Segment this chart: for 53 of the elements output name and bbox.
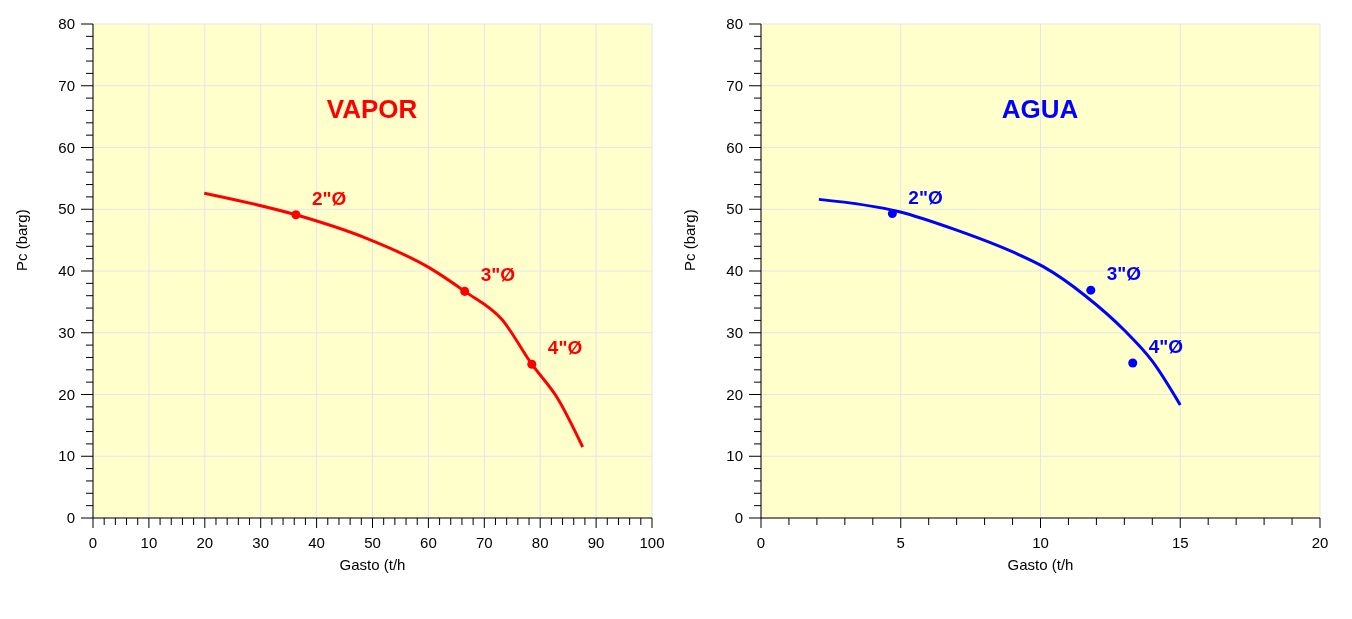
annotation: 3"Ø <box>480 264 516 286</box>
x-tick-label: 5 <box>896 534 905 551</box>
annotation: 4"Ø <box>547 337 583 359</box>
y-tick-label: 80 <box>58 15 75 32</box>
x-tick-label: 10 <box>1032 534 1049 551</box>
x-axis-title: Gasto (t/h <box>339 556 406 573</box>
x-tick-label: 0 <box>88 534 98 551</box>
x-tick-label: 100 <box>639 534 665 551</box>
y-tick-label: 40 <box>726 262 743 279</box>
y-tick-label: 10 <box>726 447 743 465</box>
text: AGUA <box>1000 94 1080 125</box>
x-axis-title: Gasto (t/h <box>1007 556 1074 573</box>
annotation: 4"Ø <box>1148 336 1184 358</box>
x-tick-label: 70 <box>475 534 493 551</box>
x-tick-label: 10 <box>140 534 158 551</box>
annotation: 2"Ø <box>908 186 943 208</box>
y-tick-label: 10 <box>58 447 75 465</box>
line-series <box>202 191 585 449</box>
x-tick-label: 40 <box>308 534 325 551</box>
text: VAPOR <box>325 94 419 125</box>
y-tick-label: 70 <box>726 76 743 94</box>
y-tick-label: 0 <box>734 509 743 526</box>
annotation: 3"Ø <box>1106 263 1142 285</box>
y-tick-label: 80 <box>726 15 743 32</box>
x-tick-label: 20 <box>196 534 214 551</box>
y-tick-label: 70 <box>58 76 75 94</box>
y-axis-title: Pc (barg) <box>681 209 699 271</box>
point <box>1128 358 1138 368</box>
y-tick-label: 50 <box>58 200 75 218</box>
y-tick-label: 20 <box>58 385 75 403</box>
y-tick-label: 0 <box>66 509 75 526</box>
x-tick-label: 90 <box>587 534 605 551</box>
point <box>527 359 537 369</box>
point <box>887 209 897 219</box>
x-tick-label: 0 <box>756 534 766 551</box>
x-tick-label: 80 <box>531 534 549 551</box>
y-tick-label: 30 <box>726 323 743 341</box>
y-tick-label: 50 <box>726 200 743 218</box>
x-tick-label: 50 <box>364 534 381 551</box>
point <box>460 286 470 296</box>
y-tick-label: 30 <box>58 323 75 341</box>
x-tick-label: 15 <box>1171 534 1189 551</box>
y-tick-label: 60 <box>726 138 743 156</box>
x-tick-label: 30 <box>252 534 270 551</box>
y-axis-title: Pc (barg) <box>13 209 31 271</box>
annotation: 2"Ø <box>311 187 347 209</box>
x-tick-label: 60 <box>420 534 437 551</box>
point <box>291 210 301 220</box>
y-tick-label: 60 <box>58 138 75 156</box>
y-tick-label: 40 <box>58 262 75 279</box>
point <box>1086 285 1096 295</box>
x-tick-label: 20 <box>1311 534 1329 551</box>
y-tick-label: 20 <box>726 385 743 403</box>
